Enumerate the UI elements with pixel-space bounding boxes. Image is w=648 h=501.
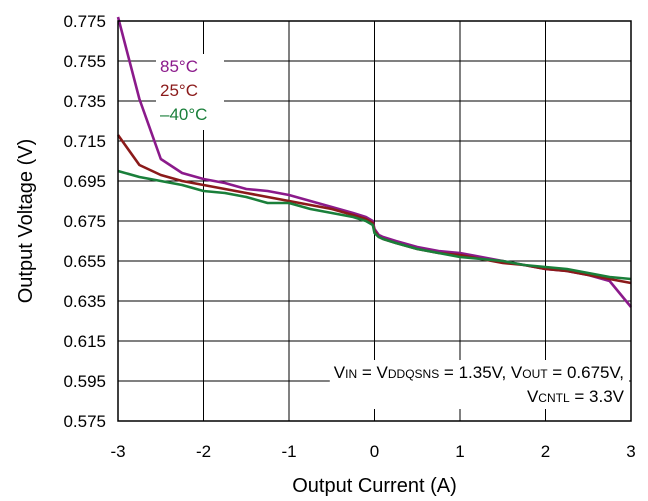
y-axis-label: Output Voltage (V) <box>15 139 37 304</box>
y-tick-label: 0.735 <box>63 92 106 111</box>
y-tick-label: 0.615 <box>63 332 106 351</box>
plot-border <box>117 20 632 422</box>
y-tick-labels: 0.575 0.595 0.615 0.635 0.655 0.675 0.695 0.715… <box>63 12 106 431</box>
y-tick-label: 0.635 <box>63 292 106 311</box>
x-tick-label: -2 <box>196 442 211 461</box>
legend-entry-0: 85°C <box>160 57 198 76</box>
conditions-annotation: VIN = VDDQSNS = 1.35V, VOUT = 0.675V, VCN… <box>329 360 629 409</box>
x-tick-label: 0 <box>370 442 379 461</box>
x-tick-label: -3 <box>110 442 125 461</box>
y-tick-label: 0.715 <box>63 132 106 151</box>
legend-background <box>156 54 224 130</box>
x-tick-label: 1 <box>455 442 464 461</box>
legend-entry-2: –40°C <box>160 105 207 124</box>
series-line-2 <box>117 169 632 281</box>
y-tick-label: 0.655 <box>63 252 106 271</box>
annotation-line-1: VIN = VDDQSNS = 1.35V, VOUT = 0.675V, <box>334 363 624 382</box>
y-tick-label: 0.675 <box>63 212 106 231</box>
x-tick-label: 3 <box>626 442 635 461</box>
series-lines <box>116 16 633 308</box>
x-axis-label: Output Current (A) <box>292 475 457 497</box>
plot-frame <box>117 20 632 422</box>
x-tick-labels: -3 -2 -1 0 1 2 3 <box>110 442 635 461</box>
x-tick-label: -1 <box>281 442 296 461</box>
y-tick-label: 0.775 <box>63 12 106 31</box>
y-tick-label: 0.695 <box>63 172 106 191</box>
annotation-line-2: VCNTL = 3.3V <box>527 387 625 406</box>
y-tick-label: 0.575 <box>63 412 106 431</box>
y-tick-label: 0.755 <box>63 52 106 71</box>
legend-entry-1: 25°C <box>160 81 198 100</box>
annotation-background <box>329 360 629 409</box>
legend: 85°C 25°C –40°C <box>156 54 224 130</box>
y-tick-label: 0.595 <box>63 372 106 391</box>
x-tick-label: 2 <box>541 442 550 461</box>
